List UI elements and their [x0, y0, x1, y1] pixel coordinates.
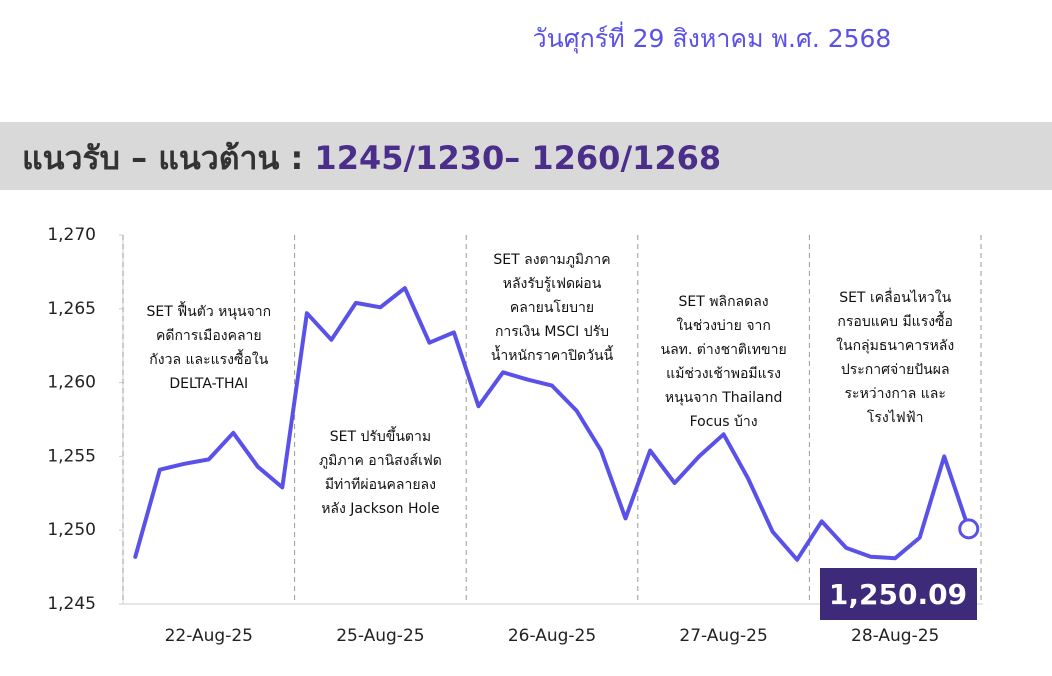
annotation: หลัง Jackson Hole: [321, 501, 439, 517]
annotation: SET ปรับขึ้นตาม: [330, 426, 431, 445]
line: [133, 286, 971, 562]
annotation: น้ำหนักราคาปิดวันนี้: [491, 345, 614, 364]
x-tick-label: 28-Aug-25: [851, 626, 939, 646]
annotation: โรงไฟฟ้า: [867, 409, 924, 426]
x-tick-label: 27-Aug-25: [679, 626, 767, 646]
banner-text: แนวรับ – แนวต้าน : 1245/1230– 1260/1268: [22, 139, 721, 177]
annotation: กังวล และแรงซื้อใน: [149, 349, 268, 368]
y-tick-label: 1,265: [47, 299, 96, 319]
annotation: นลท. ต่างชาติเทขาย: [661, 342, 787, 358]
annotation: SET พลิกลดลง: [679, 294, 769, 310]
end-label: 1,250.09: [829, 578, 967, 611]
annotation: DELTA-THAI: [169, 376, 248, 392]
annotation: มีท่าทีผ่อนคลายลง: [325, 477, 436, 493]
annotation: ในช่วงบ่าย จาก: [676, 317, 771, 334]
annotation: คลายนโยบาย: [510, 299, 594, 316]
annotation: กรอบแคบ มีแรงซื้อ: [837, 311, 953, 330]
x-tick-label: 26-Aug-25: [508, 626, 596, 646]
annotation: ในกลุ่มธนาคารหลัง: [836, 337, 954, 354]
annotation: แม้ช่วงเช้าพอมีแรง: [666, 366, 781, 382]
y-tick-label: 1,255: [47, 446, 96, 466]
y-tick-label: 1,250: [47, 520, 96, 540]
annotation: SET ฟื้นตัว หนุนจาก: [147, 301, 272, 320]
annotation: SET เคลื่อนไหวใน: [839, 288, 951, 306]
annotation: หนุนจาก Thailand: [665, 390, 782, 406]
banner: [0, 122, 1052, 190]
x-tick-label: 22-Aug-25: [165, 626, 253, 646]
annotation: Focus บ้าง: [690, 414, 758, 430]
annotation: SET ลงตามภูมิภาค: [493, 252, 610, 268]
end-label-box: [820, 568, 977, 620]
x-tick-label: 25-Aug-25: [336, 626, 424, 646]
y-tick-label: 1,260: [47, 373, 96, 393]
annotation: ระหว่างกาล และ: [845, 386, 946, 402]
y-tick-label: 1,245: [47, 594, 96, 614]
annotation: ประกาศจ่ายปันผล: [841, 362, 950, 378]
annotation: หลังรับรู้เฟดผ่อน: [503, 276, 602, 292]
y-tick-label: 1,270: [47, 225, 96, 245]
banner-label: แนวรับ – แนวต้าน :: [22, 139, 314, 177]
banner-levels: 1245/1230– 1260/1268: [314, 139, 721, 177]
annotation: ภูมิภาค อานิสงส์เฟด: [319, 452, 442, 469]
end-marker: [958, 518, 980, 540]
annotation: การเงิน MSCI ปรับ: [495, 324, 609, 340]
annotation: คดีการเมืองคลาย: [156, 328, 262, 344]
date-text: วันศุกร์ที่ 29 สิงหาคม พ.ศ. 2568: [533, 21, 892, 54]
